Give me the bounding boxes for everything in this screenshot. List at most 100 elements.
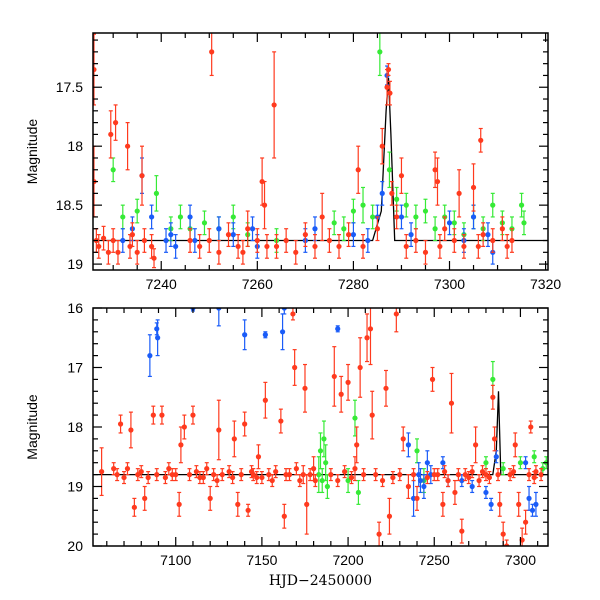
data-point-green [483,456,489,470]
data-point-green [177,204,184,230]
data-point-red [390,471,396,485]
point-marker [230,214,236,220]
point-marker [452,489,458,496]
panel-top: 7240 7260 7280 7300 7320 17.5 18 18.5 19 Magnitud… [24,32,561,292]
data-point-red [405,474,411,499]
point-marker [105,249,111,255]
point-marker [483,489,489,496]
data-point-green [531,450,537,464]
data-point-red [387,80,393,106]
point-marker [187,237,193,244]
data-point-blue [163,228,169,253]
data-point-red [231,420,237,458]
data-point-red [360,234,366,259]
data-point-red [386,497,393,535]
data-point-blue [405,432,411,458]
point-marker [348,474,355,481]
point-marker [117,421,124,427]
point-marker [479,469,486,475]
point-marker [231,436,237,442]
data-point-red [264,234,270,259]
point-marker [262,332,268,338]
data-point-red [410,468,417,482]
point-marker [383,385,389,391]
data-point-red [473,426,479,464]
point-marker [168,232,174,238]
x-tick-label: 7300 [434,276,465,292]
point-marker [312,243,318,250]
data-point-green [352,399,358,437]
point-marker [240,249,246,255]
point-marker [138,469,144,475]
point-marker [226,469,232,475]
point-marker [470,184,477,191]
point-marker [293,466,299,472]
data-point-red [254,228,260,253]
data-point-red [200,471,206,485]
point-marker [408,232,414,238]
data-point-green [153,175,160,212]
point-marker [500,531,506,537]
point-marker [135,472,141,478]
data-point-red [214,474,220,488]
point-marker [517,460,524,466]
data-point-red [131,497,137,517]
point-marker [127,243,133,250]
data-point-red [367,308,374,366]
y-tick-label: 18 [67,419,83,435]
data-point-blue [533,491,539,517]
point-marker [219,472,225,478]
data-point-green [518,192,525,218]
point-marker [476,477,482,484]
point-marker [124,143,131,149]
point-marker [483,472,489,478]
data-point-red [115,239,121,265]
point-marker [490,237,496,244]
point-marker [448,400,455,406]
data-point-blue [335,325,341,333]
point-marker [242,332,248,338]
data-point-red [512,432,518,458]
point-marker [526,472,532,478]
point-marker [528,424,534,430]
point-marker [533,469,539,475]
data-point-blue [446,210,453,236]
y-tick-label: 17.5 [56,79,83,95]
data-point-blue [120,228,126,253]
data-point-red [121,471,127,485]
data-point-red [490,228,496,253]
point-marker [490,202,496,208]
point-marker [204,466,210,472]
data-point-green [360,186,366,224]
point-marker [93,66,97,73]
y-tick-label: 16 [67,300,83,316]
point-marker [445,477,451,484]
point-marker [466,474,472,481]
y-axis-title: Magnitude [24,394,40,460]
point-marker [292,364,298,371]
data-point-red [398,157,405,194]
point-marker [254,474,260,481]
point-marker [186,472,193,478]
data-point-blue [350,222,357,248]
point-marker [350,232,357,238]
data-point-red [259,471,265,485]
data-point-red [242,411,248,437]
data-point-red [290,308,296,321]
point-marker [488,501,494,507]
point-marker [338,391,344,397]
series-green [110,33,527,253]
data-point-red [336,234,342,259]
data-point-green [451,210,457,236]
point-marker [385,66,392,73]
data-point-red [100,225,107,251]
point-marker [99,469,105,475]
data-point-red [273,234,280,259]
point-marker [490,376,496,382]
data-point-red [400,426,406,452]
point-marker [326,237,332,244]
data-point-red [326,228,332,253]
data-point-blue [262,331,268,339]
point-marker [155,335,161,341]
point-marker [470,214,477,220]
